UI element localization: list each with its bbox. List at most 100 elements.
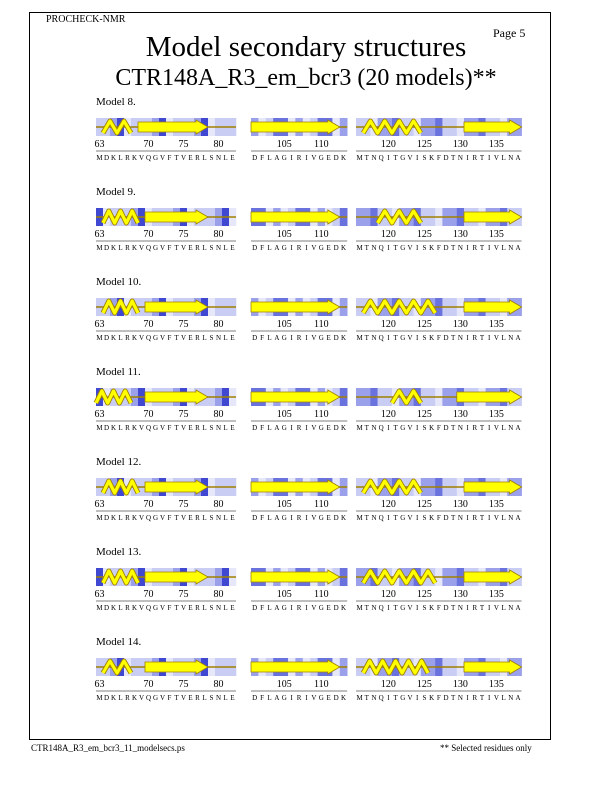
sequence-letter: G	[282, 424, 287, 432]
sequence-letter: M	[356, 514, 363, 522]
strand-arrow	[144, 479, 209, 495]
sequence-letter: R	[195, 334, 200, 342]
sequence-letter: N	[508, 334, 513, 342]
sequence-letter: K	[132, 694, 137, 702]
sequence-letter: N	[458, 334, 463, 342]
strand-arrow	[456, 389, 523, 405]
sequence-letter: M	[96, 154, 103, 162]
sequence-letter: L	[501, 694, 505, 702]
sequence-letter: I	[416, 154, 419, 162]
sequence-letter: T	[365, 334, 370, 342]
sequence-letter: F	[168, 154, 172, 162]
sequence-letter: M	[356, 154, 363, 162]
sequence-letter: I	[488, 514, 491, 522]
sequence-letter: D	[252, 604, 257, 612]
sequence-letter: I	[387, 244, 390, 252]
sequence-letter: Q	[379, 694, 384, 702]
footer-filename: CTR148A_R3_em_bcr3_11_modelsecs.ps	[31, 743, 185, 753]
sequence-letter: V	[139, 334, 144, 342]
sequence-letter: M	[96, 514, 103, 522]
sequence-letter: T	[393, 694, 398, 702]
sequence-letter: T	[365, 694, 370, 702]
sequence-letter: F	[437, 424, 441, 432]
sequence-letter: M	[96, 334, 103, 342]
helix-ribbon	[101, 299, 140, 315]
footer-note: ** Selected residues only	[440, 743, 532, 753]
sequence-letter: I	[305, 424, 308, 432]
sequence-letter: I	[305, 334, 308, 342]
sequence-letter: I	[416, 424, 419, 432]
residue-tick-label: 80	[214, 589, 224, 600]
sequence-letter: K	[341, 694, 346, 702]
sequence-letter: D	[252, 694, 257, 702]
sequence-letter: G	[319, 514, 324, 522]
sequence-letter: I	[488, 244, 491, 252]
residue-tick-label: 80	[214, 499, 224, 510]
sequence-letter: G	[319, 424, 324, 432]
sequence-letter: L	[223, 694, 227, 702]
sequence-letter: G	[282, 334, 287, 342]
sequence-letter: F	[437, 154, 441, 162]
sequence-letter: A	[274, 694, 279, 702]
residue-tick-label: 70	[144, 229, 154, 240]
sequence-letter: M	[356, 244, 363, 252]
sequence-letter: R	[195, 424, 200, 432]
residue-tick-label: 120	[381, 589, 396, 600]
residue-tick-label: 120	[381, 499, 396, 510]
residue-tick-label: 75	[179, 139, 189, 150]
sequence-letter: K	[132, 154, 137, 162]
sequence-letter: E	[327, 604, 331, 612]
strand-arrow	[250, 479, 341, 495]
residue-tick-label: 80	[214, 319, 224, 330]
sequence-letter: L	[501, 244, 505, 252]
sequence-letter: D	[334, 694, 339, 702]
model-block: Model 14. 63 70 75 80 M D K L R K V Q G V F T V E R L S N L E 105…	[0, 636, 612, 726]
sequence-letter: V	[181, 334, 186, 342]
sequence-letter: L	[202, 154, 206, 162]
sequence-letter: F	[260, 694, 264, 702]
residue-tick-label: 125	[417, 679, 432, 690]
sequence-letter: N	[371, 334, 376, 342]
strand-arrow	[463, 569, 523, 585]
sequence-letter: T	[365, 154, 370, 162]
strand-arrow	[250, 659, 341, 675]
sequence-letter: S	[210, 424, 214, 432]
residue-tick-label: 125	[417, 499, 432, 510]
page-frame	[29, 12, 551, 740]
sequence-letter: T	[451, 424, 456, 432]
sequence-letter: I	[305, 154, 308, 162]
sequence-letter: R	[195, 244, 200, 252]
sequence-letter: F	[437, 694, 441, 702]
sequence-letter: I	[387, 694, 390, 702]
sequence-letter: N	[508, 244, 513, 252]
sequence-letter: G	[319, 694, 324, 702]
sequence-letter: F	[260, 514, 264, 522]
sequence-letter: R	[297, 424, 302, 432]
sequence-letter: L	[501, 514, 505, 522]
sequence-letter: D	[334, 514, 339, 522]
sequence-letter: K	[132, 244, 137, 252]
sequence-letter: S	[210, 334, 214, 342]
sequence-letter: F	[437, 244, 441, 252]
model-block: Model 11. 63 70 75 80 M D K L R K V Q G V F T V E R L S N L E 105…	[0, 366, 612, 456]
sequence-letter: K	[111, 154, 116, 162]
sequence-letter: V	[407, 244, 412, 252]
sequence-letter: I	[305, 604, 308, 612]
sequence-letter: N	[216, 514, 221, 522]
sequence-letter: T	[365, 514, 370, 522]
sequence-letter: N	[458, 514, 463, 522]
sequence-letter: V	[139, 244, 144, 252]
sequence-letter: A	[515, 244, 520, 252]
helix-ribbon	[101, 569, 140, 585]
sequence-letter: K	[429, 244, 434, 252]
sequence-letter: F	[168, 244, 172, 252]
sequence-letter: L	[267, 514, 271, 522]
sequence-letter: T	[480, 424, 485, 432]
sequence-letter: K	[132, 604, 137, 612]
sequence-letter: T	[480, 244, 485, 252]
residue-tick-label: 120	[381, 319, 396, 330]
sequence-letter: L	[223, 514, 227, 522]
sequence-letter: Q	[379, 244, 384, 252]
sequence-letter: D	[334, 334, 339, 342]
